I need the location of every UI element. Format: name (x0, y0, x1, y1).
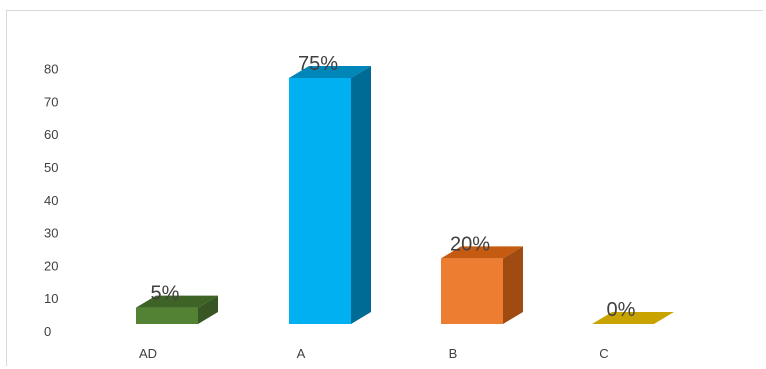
y-tick-label: 70 (44, 94, 58, 109)
data-label: 75% (298, 53, 338, 75)
data-label: 20% (450, 233, 490, 255)
bar-a (289, 66, 371, 324)
bar-c (592, 312, 674, 324)
y-tick-label: 30 (44, 226, 58, 241)
x-tick-label: AD (139, 346, 157, 361)
bar-top (592, 312, 674, 324)
y-tick-label: 80 (44, 62, 58, 77)
y-tick-label: 60 (44, 127, 58, 142)
bar-front (136, 307, 198, 324)
x-tick-label: A (297, 346, 306, 361)
bar-top (136, 295, 218, 308)
bar-side (503, 246, 523, 324)
x-axis: AD A B C (139, 346, 609, 361)
bar-b (441, 246, 523, 324)
y-tick-label: 40 (44, 193, 58, 208)
chart-frame (6, 10, 763, 366)
y-tick-label: 50 (44, 160, 58, 175)
bar-top (289, 66, 371, 78)
bar-ad (136, 295, 218, 324)
y-tick-label: 20 (44, 258, 58, 273)
bar-side (198, 295, 218, 324)
bar-top (441, 246, 523, 259)
bar-front (289, 78, 351, 324)
bars (136, 66, 674, 324)
y-tick-label: 0 (44, 324, 51, 339)
bar-side (351, 66, 371, 324)
data-labels: 5% 75% 20% 0% (151, 53, 636, 321)
x-tick-label: B (449, 346, 458, 361)
x-tick-label: C (599, 346, 608, 361)
bar-front (441, 258, 503, 324)
y-tick-label: 10 (44, 291, 58, 306)
data-label: 0% (607, 299, 636, 321)
y-axis: 0 10 20 30 40 50 60 70 80 (44, 62, 58, 339)
data-label: 5% (151, 283, 180, 305)
